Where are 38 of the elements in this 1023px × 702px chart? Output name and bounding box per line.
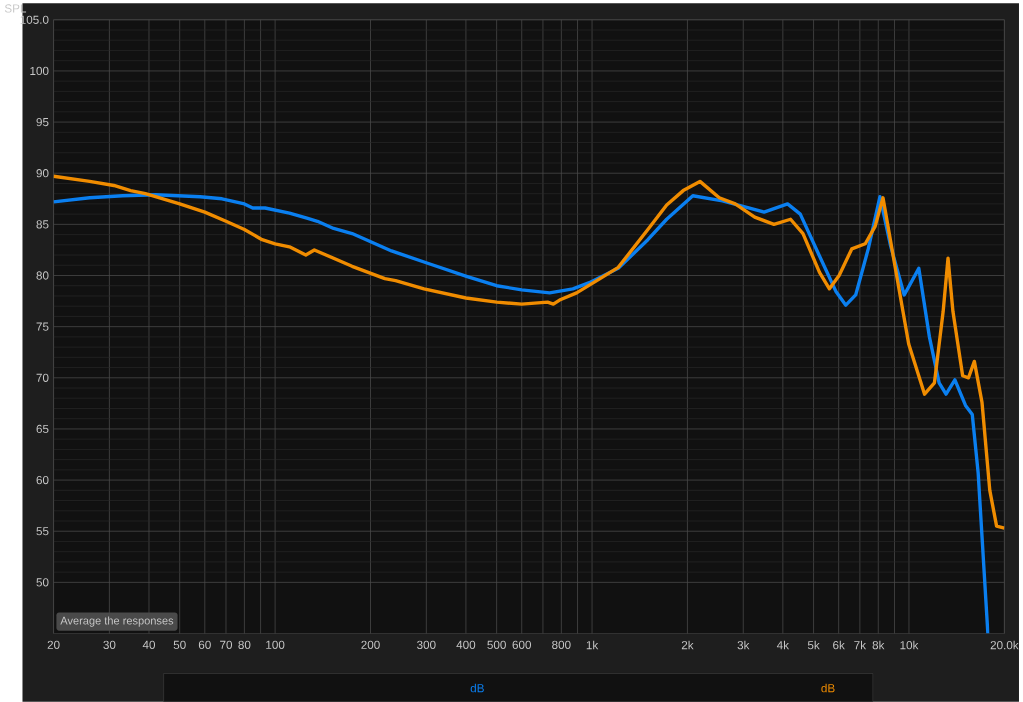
x-tick-label: 5k — [807, 640, 820, 650]
x-tick-label: 800 — [552, 640, 571, 649]
x-tick-label: 10k — [900, 640, 919, 650]
y-tick-label: 90 — [36, 169, 49, 178]
x-tick-label: 40 — [142, 640, 156, 649]
y-tick-label: 100 — [30, 66, 49, 76]
annotation: Average the responses — [60, 616, 174, 627]
x-tick-label: 20 — [47, 640, 60, 649]
y-tick-label: 70 — [36, 373, 49, 382]
x-tick-label: 20.0k — [990, 640, 1019, 650]
y-tick-label: 85 — [36, 220, 49, 229]
y-tick-label: 80 — [36, 271, 49, 280]
x-tick-label: 100 — [266, 640, 285, 649]
x-tick-label: 500 — [487, 640, 506, 649]
x-tick-label: 3k — [737, 640, 750, 650]
x-tick-label: 8k — [872, 640, 885, 650]
x-tick-label: 400 — [456, 640, 476, 649]
x-tick-label: 50 — [173, 640, 186, 649]
x-tick-label: 4k — [776, 640, 790, 650]
y-tick-label: 50 — [36, 578, 49, 587]
y-tick-label: 65 — [36, 424, 49, 434]
x-tick-label: 7k — [854, 640, 867, 650]
y-tick-label: 60 — [36, 475, 49, 485]
x-tick-label: 30 — [103, 640, 116, 649]
x-tick-label: 300 — [417, 640, 436, 649]
text: dB — [821, 683, 835, 693]
x-tick-label: 600 — [512, 640, 532, 649]
x-tick-label: 6k — [833, 640, 845, 650]
x-tick-label: 80 — [238, 640, 251, 649]
y-tick-label: 75 — [36, 322, 49, 331]
x-tick-label: 70 — [220, 640, 233, 649]
y-tick-label: 95 — [36, 117, 49, 127]
text: dB — [470, 683, 484, 693]
x-tick-label: 1k — [586, 640, 599, 650]
x-tick-label: 200 — [361, 640, 380, 649]
x-tick-label: 2k — [681, 640, 694, 650]
y-tick-label: 55 — [36, 527, 49, 536]
x-tick-label: 60 — [198, 640, 211, 649]
